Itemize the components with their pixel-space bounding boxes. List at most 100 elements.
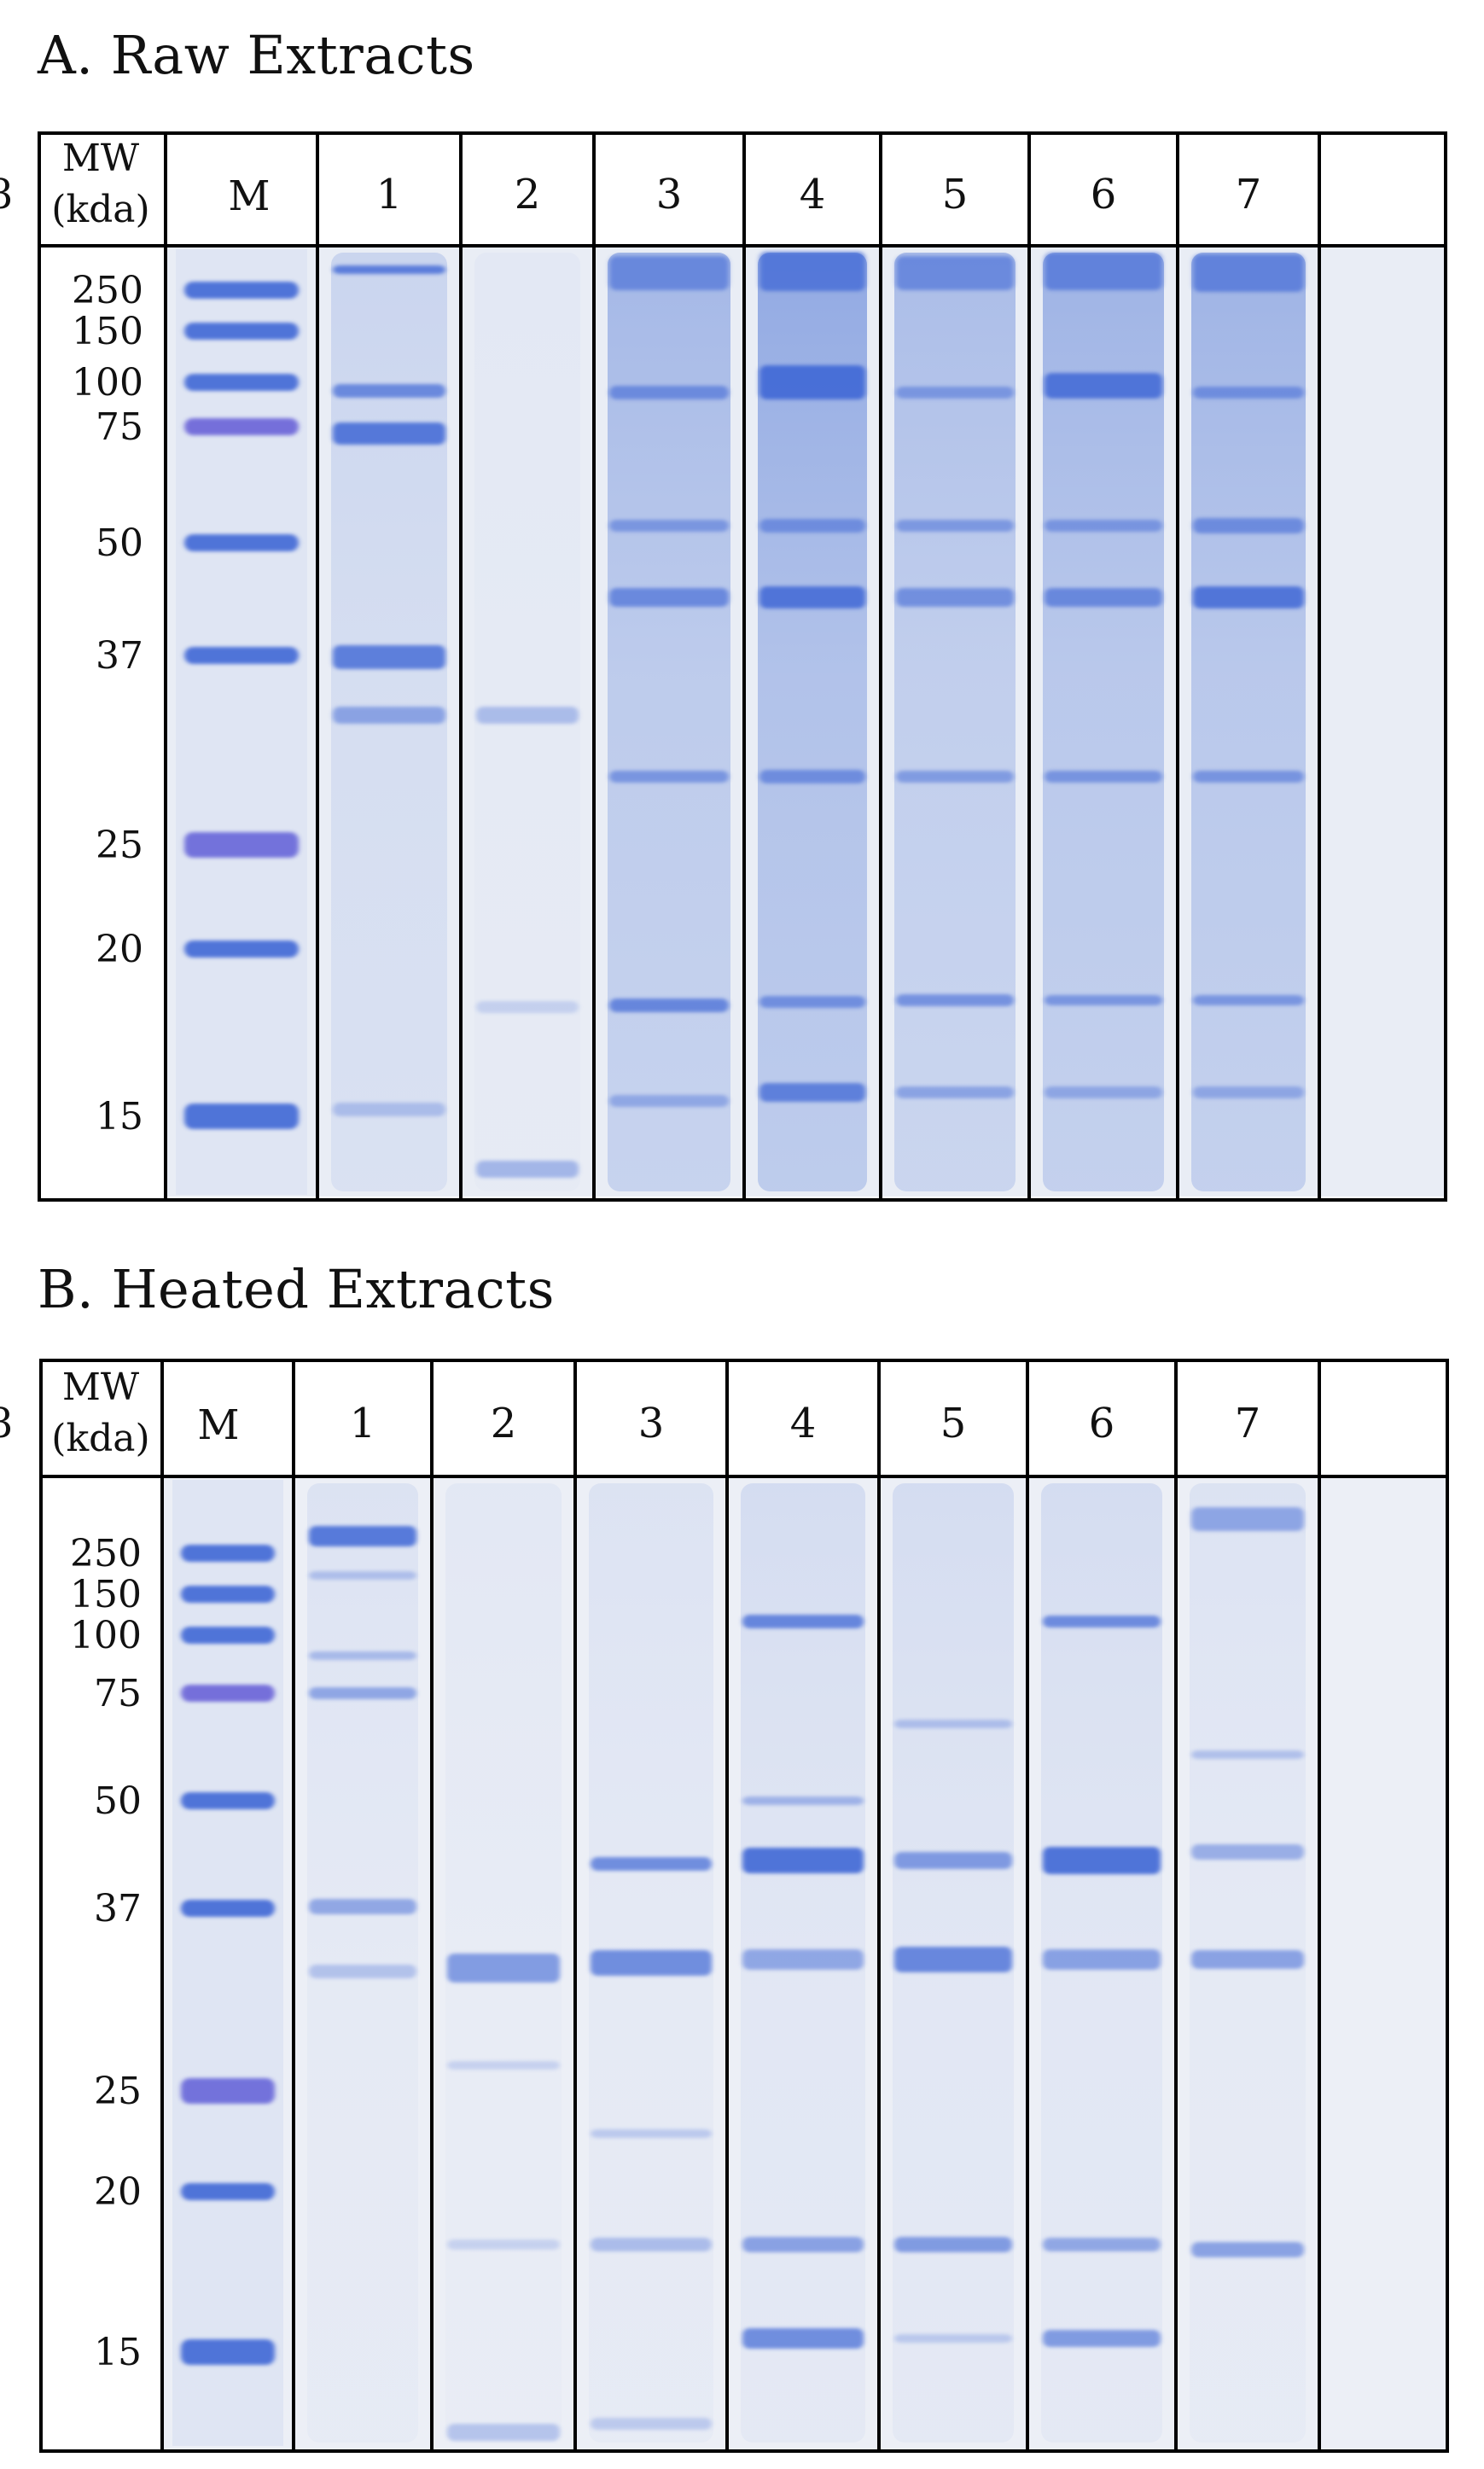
marker-band-150 [181,1586,275,1603]
marker-band-37 [181,1900,275,1917]
lane-smear [1043,253,1164,1191]
mw-label-25: 25 [94,2070,142,2113]
sample-lane-2 [445,1483,562,2443]
panel-a-title: A. Raw Extracts [38,24,475,86]
protein-band [1045,1086,1162,1098]
protein-band [1043,2238,1161,2251]
protein-band [333,384,445,398]
protein-band [742,1615,864,1628]
lane-smear [894,253,1016,1191]
lane-label-7: 7 [1236,171,1262,218]
protein-band [896,520,1014,532]
protein-band [896,588,1014,607]
mw-label-15: 15 [94,2331,142,2374]
lane-smear [608,253,730,1191]
protein-band [591,2418,712,2430]
mw-label-100: 100 [70,1614,142,1657]
protein-band [609,256,729,290]
protein-band [759,996,865,1008]
protein-band [1045,588,1162,607]
sample-lane-6 [1043,253,1164,1191]
marker-band-75 [184,418,299,435]
protein-band [333,645,445,669]
protein-band [1045,771,1162,783]
lane-label-8: 8 [0,1400,13,1447]
protein-band [1191,1507,1304,1531]
mw-label-25: 25 [96,824,143,867]
protein-band [447,2061,560,2070]
protein-band [1193,387,1304,399]
lane-label-2: 2 [491,1400,517,1447]
sample-lane-7 [1191,253,1306,1191]
protein-band [1045,253,1162,290]
protein-band [759,365,865,399]
marker-band-100 [181,1627,275,1644]
marker-band-100 [184,374,299,391]
protein-band [1193,771,1304,783]
lane-label-6: 6 [1089,1400,1115,1447]
marker-band-15 [181,2339,275,2365]
lane-smear [1191,253,1306,1191]
protein-band [609,588,729,607]
protein-band [759,1083,865,1102]
mw-label-50: 50 [94,1779,142,1823]
sample-lane-4 [741,1483,865,2443]
sample-lane-5 [894,253,1016,1191]
sample-lane-4 [758,252,867,1191]
protein-band [476,1001,579,1013]
marker-lane [176,249,307,1195]
lane-label-3: 3 [656,171,683,218]
lane-label-1: 1 [350,1400,376,1447]
lane-label-5: 5 [940,1400,967,1447]
protein-band [1191,1844,1304,1860]
lane-label-3: 3 [638,1400,665,1447]
lane-label-2: 2 [515,171,541,218]
protein-band [309,1571,416,1580]
protein-band [1193,518,1304,533]
protein-band [1043,1616,1161,1628]
protein-band [896,256,1014,290]
protein-band [1193,254,1304,292]
protein-band [309,1687,416,1699]
mw-label-37: 37 [96,634,143,678]
protein-band [759,770,865,783]
panel-a-mw-label: MW [62,137,140,180]
protein-band [742,1796,864,1805]
protein-band [447,2239,560,2250]
panel-b-marker-label: M [197,1401,239,1449]
protein-band [894,2237,1012,2252]
sample-lane-1 [307,1483,418,2443]
sample-lane-3 [589,1483,713,2443]
mw-label-75: 75 [94,1672,142,1715]
marker-band-250 [181,1545,275,1562]
protein-band [894,1720,1012,1728]
mw-label-250: 250 [70,1532,142,1575]
protein-band [1193,1086,1304,1098]
lane-label-5: 5 [942,171,969,218]
marker-band-15 [184,1103,299,1129]
protein-band [1043,2330,1161,2347]
mw-label-75: 75 [96,405,143,449]
protein-band [896,771,1014,783]
panel-b-title: B. Heated Extracts [38,1258,555,1320]
marker-band-50 [184,534,299,551]
protein-band [476,707,579,724]
sample-lane-5 [893,1483,1014,2443]
protein-band [759,519,865,533]
lane-label-4: 4 [800,171,826,218]
lane-label-7: 7 [1235,1400,1261,1447]
lane-smear [307,1483,418,2443]
protein-band [1043,1847,1161,1874]
sample-lane-6 [1041,1483,1162,2443]
sample-lane-7 [1190,1483,1306,2443]
mw-label-150: 150 [70,1573,142,1616]
mw-label-100: 100 [72,361,143,405]
protein-band [1191,1750,1304,1759]
marker-band-75 [181,1685,275,1702]
marker-band-25 [184,832,299,858]
protein-band [759,252,865,291]
sample-lane-1 [331,253,447,1191]
protein-band [609,386,729,399]
protein-band [609,520,729,532]
